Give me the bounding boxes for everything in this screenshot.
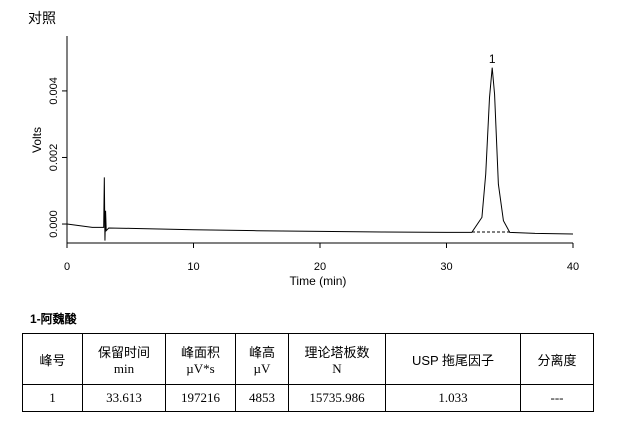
x-tick-label: 0 [64, 261, 70, 273]
header-cell: 分离度 [520, 333, 594, 385]
header-text: 保留时间 [97, 344, 150, 360]
y-tick-label: 0.004 [48, 77, 60, 105]
header-text: USP 拖尾因子 [411, 352, 495, 368]
x-axis-label: Time (min) [290, 274, 347, 288]
y-tick-label: 0.000 [48, 210, 60, 238]
data-row: 1 33.613 197216 4853 15735.986 1.033 --- [22, 384, 594, 412]
x-tick-label: 40 [567, 261, 579, 273]
chart: Time (min) Volts 0 10 20 30 40 0.000 0.002 0.00… [30, 36, 579, 288]
data-cell: 15735.986 [288, 384, 386, 412]
x-tick-label: 30 [440, 261, 452, 273]
data-cell: --- [520, 384, 594, 412]
data-cell: 33.613 [82, 384, 166, 412]
x-tick-label: 20 [314, 261, 326, 273]
header-text: 分离度 [537, 352, 577, 368]
header-cell: USP 拖尾因子 [385, 333, 521, 385]
header-text: µV [253, 360, 271, 376]
header-text: 理论塔板数 [304, 344, 370, 360]
header-text: N [332, 360, 342, 376]
data-cell: 197216 [165, 384, 236, 412]
header-row: 峰号 保留时间 min 峰面积 µV*s 峰高 µV 理论塔板数 N USP 拖尾因子 分离度 [22, 333, 594, 385]
data-cell: 4853 [235, 384, 289, 412]
header-text: 峰号 [39, 352, 66, 368]
header-text: 峰高 [248, 344, 275, 360]
data-cell: 1.033 [385, 384, 521, 412]
data-cell: 1 [22, 384, 83, 412]
header-cell: 保留时间 min [82, 333, 166, 385]
peak-label: 1 [489, 52, 496, 66]
header-cell: 峰号 [22, 333, 83, 385]
header-cell: 理论塔板数 N [288, 333, 386, 385]
x-tick-label: 10 [187, 261, 199, 273]
header-cell: 峰面积 µV*s [165, 333, 236, 385]
chart-heading: 对照 [28, 10, 56, 26]
y-tick-label: 0.002 [48, 144, 60, 172]
header-text: 峰面积 [180, 344, 220, 360]
section-title: 1-阿魏酸 [30, 312, 77, 326]
header-text: min [113, 360, 135, 376]
trace [66, 67, 574, 241]
header-cell: 峰高 µV [235, 333, 289, 385]
header-text: µV*s [186, 360, 215, 376]
y-axis-label: Volts [30, 127, 44, 153]
